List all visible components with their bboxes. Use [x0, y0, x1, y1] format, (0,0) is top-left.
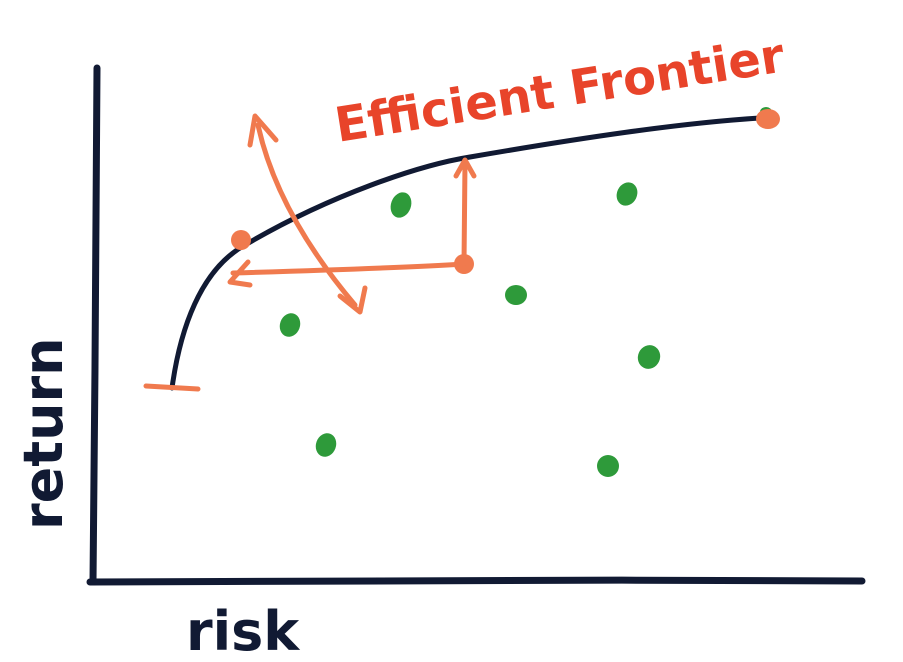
arrow-left-head [227, 259, 253, 288]
y-axis-label: return [12, 337, 75, 530]
portfolio-dot [597, 455, 619, 477]
min-risk-marker [143, 383, 201, 392]
arrow-up-head [453, 157, 477, 179]
arrow-up-line [461, 159, 468, 267]
diagonal-arrow-head-bottom [337, 285, 368, 315]
portfolio-dot [390, 192, 412, 218]
efficient-frontier-curve [169, 115, 763, 391]
portfolio-dots [279, 107, 772, 477]
diagonal-arrow-line [255, 122, 358, 308]
x-axis [86, 576, 866, 586]
max-return-portfolio [756, 109, 780, 129]
portfolio-dot [505, 285, 527, 305]
x-axis-label: risk [186, 600, 300, 662]
y-axis [89, 64, 101, 586]
portfolio-dot [315, 433, 337, 457]
chart-title: Efficient Frontier [331, 28, 788, 154]
diagonal-arrow-head-top [247, 113, 279, 148]
annotations [227, 109, 780, 315]
frontier-point [231, 230, 251, 250]
portfolio-dot [616, 182, 638, 206]
portfolio-dot [637, 345, 661, 369]
portfolio-dot [279, 313, 301, 337]
arrow-left-line [230, 261, 467, 276]
